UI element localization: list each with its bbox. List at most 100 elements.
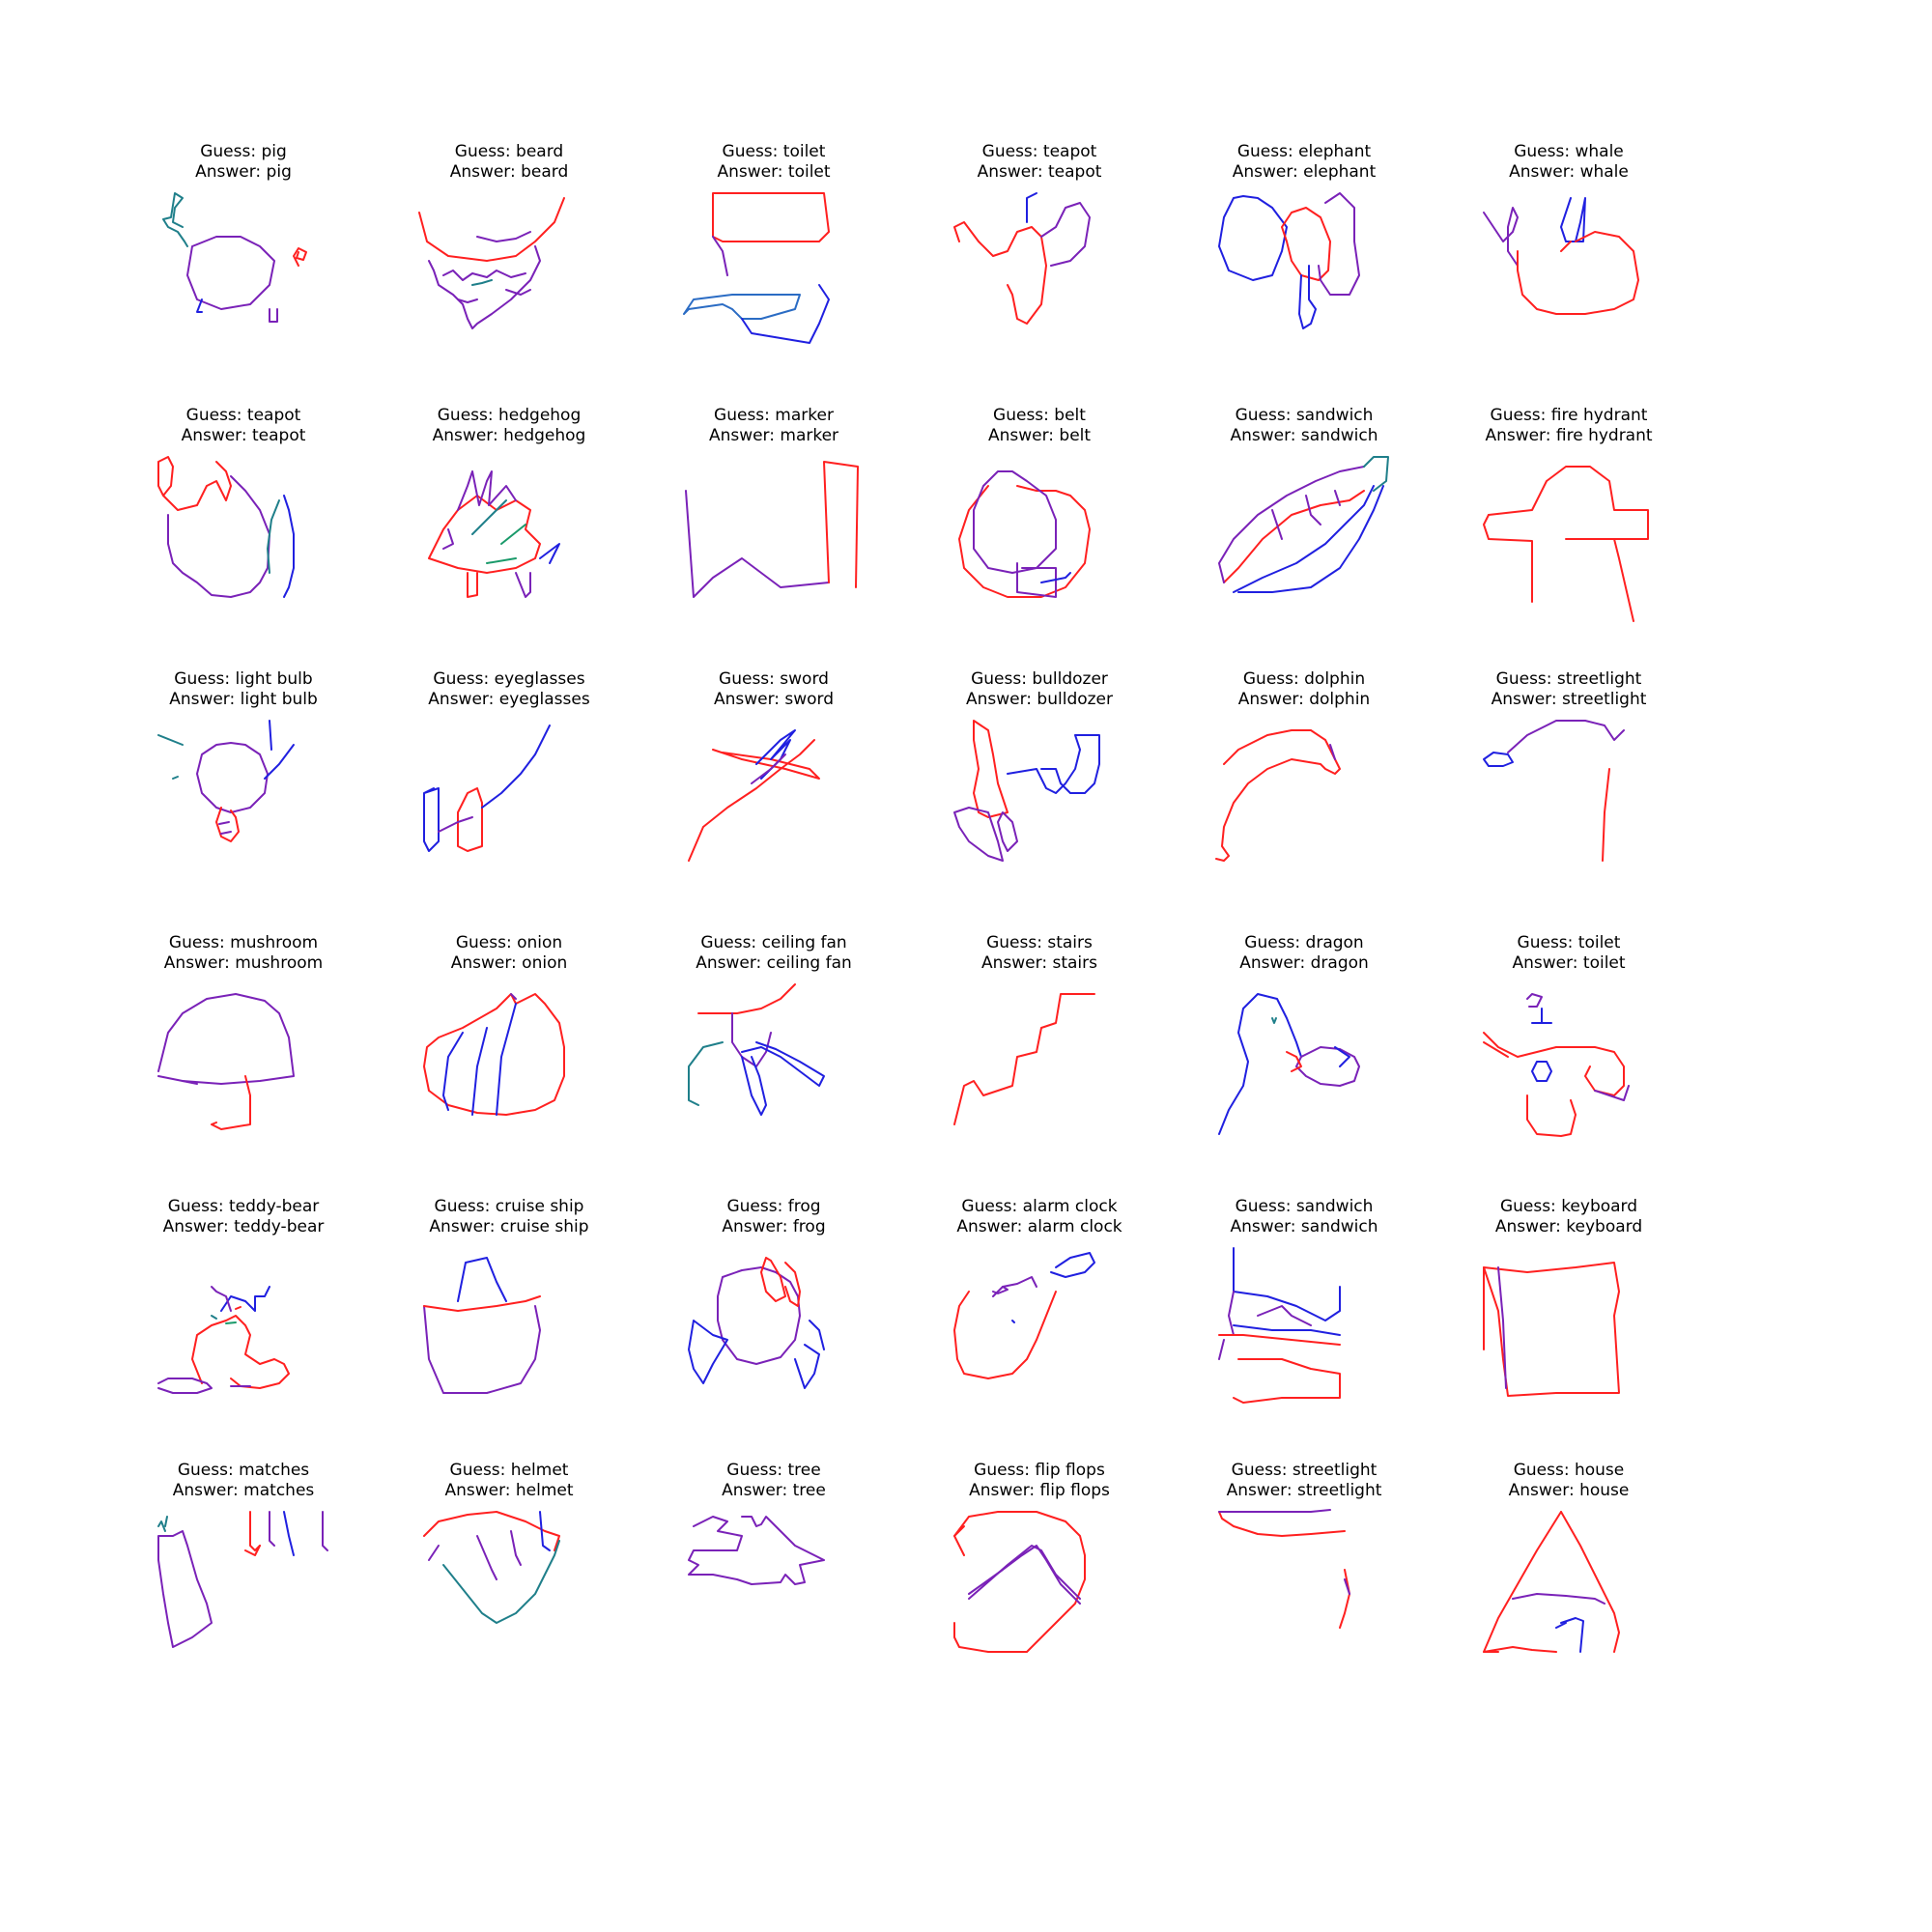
guess-label: Guess: whale — [1514, 142, 1624, 161]
sketch-stroke — [1237, 485, 1384, 593]
sketch-stroke — [211, 1315, 217, 1320]
doodle-drawing — [1218, 456, 1389, 593]
doodle-drawing — [688, 1257, 825, 1389]
sketch-caption: Guess: eyeglasses Answer: eyeglasses — [381, 669, 638, 710]
sketch-stroke — [235, 1306, 242, 1310]
sketch-caption: Guess: light bulb Answer: light bulb — [115, 669, 372, 710]
sketch-stroke — [1483, 207, 1519, 267]
sketch-stroke — [269, 308, 278, 323]
sketch-stroke — [211, 1286, 232, 1312]
sketch-stroke — [809, 1320, 825, 1350]
sketch-stroke — [476, 1535, 497, 1580]
guess-label: Guess: helmet — [449, 1461, 569, 1480]
sketch-stroke — [186, 236, 275, 310]
doodle-drawing — [1483, 720, 1625, 862]
sketch-stroke — [539, 543, 560, 564]
sketch-stroke — [953, 1291, 1057, 1379]
doodle-drawing — [157, 456, 295, 598]
sketch-stroke — [457, 470, 517, 511]
sketch-caption: Guess: cruise ship Answer: cruise ship — [381, 1197, 638, 1237]
sketch-stroke — [1483, 752, 1514, 767]
answer-label: Answer: dolphin — [1237, 690, 1371, 709]
sketch-stroke — [505, 289, 531, 296]
guess-label: Guess: sword — [719, 669, 829, 689]
sketch-stroke — [167, 475, 270, 598]
sketch-stroke — [442, 528, 454, 550]
doodle-drawing — [428, 470, 560, 598]
sketch-stroke — [157, 1520, 166, 1532]
sketch-stroke — [712, 192, 830, 242]
answer-label: Answer: matches — [172, 1481, 315, 1500]
sketch-caption: Guess: onion Answer: onion — [381, 933, 638, 974]
sketch-stroke — [1339, 1569, 1350, 1629]
doodle-drawing — [157, 993, 295, 1130]
sketch-stroke — [712, 236, 728, 276]
sketch-stroke — [225, 1321, 237, 1324]
guess-label: Guess: toilet — [1517, 933, 1621, 952]
sketch-stroke — [1218, 1334, 1341, 1346]
sketch-stroke — [1040, 572, 1071, 583]
doodle-drawing — [423, 1511, 560, 1624]
sketch-stroke — [741, 284, 830, 344]
sketch-stroke — [1281, 207, 1331, 281]
sketch-caption: Guess: keyboard Answer: keyboard — [1440, 1197, 1697, 1237]
sketch-stroke — [164, 1516, 168, 1527]
sketch-stroke — [1483, 1032, 1625, 1096]
sketch-stroke — [471, 499, 507, 535]
sketch-stroke — [992, 1286, 1009, 1294]
sketch-stroke — [1218, 1339, 1225, 1360]
doodle-drawing — [953, 1511, 1086, 1653]
guess-label: Guess: pig — [200, 142, 287, 161]
sketch-stroke — [1257, 1305, 1312, 1326]
guess-label: Guess: frog — [726, 1197, 821, 1216]
sketch-stroke — [157, 993, 295, 1085]
sketch-stroke — [953, 1511, 1086, 1653]
sketch-caption: Guess: bulldozer Answer: bulldozer — [911, 669, 1168, 710]
sketch-stroke — [1011, 1320, 1015, 1323]
guess-label: Guess: matches — [177, 1461, 310, 1480]
sketch-stroke — [244, 1545, 261, 1556]
sketch-stroke — [215, 807, 240, 842]
sketch-stroke — [1517, 231, 1639, 315]
guess-label: Guess: streetlight — [1231, 1461, 1378, 1480]
doodle-drawing — [157, 720, 295, 842]
sketch-stroke — [1007, 734, 1100, 794]
sketch-caption: Guess: mushroom Answer: mushroom — [115, 933, 372, 974]
answer-label: Answer: light bulb — [169, 690, 318, 709]
sketch-stroke — [688, 1320, 728, 1384]
sketch-stroke — [1050, 1252, 1095, 1278]
sketch-caption: Guess: tree Answer: tree — [645, 1461, 902, 1501]
doodle-drawing — [688, 1516, 825, 1585]
doodle-drawing — [1483, 466, 1649, 622]
answer-label: Answer: eyeglasses — [428, 690, 590, 709]
sketch-stroke — [1228, 1291, 1235, 1336]
sketch-caption: Guess: sandwich Answer: sandwich — [1176, 406, 1433, 446]
doodle-drawing — [1218, 192, 1360, 329]
sketch-stroke — [1218, 1511, 1346, 1537]
sketch-caption: Guess: elephant Answer: elephant — [1176, 142, 1433, 183]
sketch-stroke — [457, 787, 483, 852]
sketch-caption: Guess: toilet Answer: toilet — [645, 142, 902, 183]
sketch-caption: Guess: fire hydrant Answer: fire hydrant — [1440, 406, 1697, 446]
sketch-stroke — [267, 499, 280, 574]
sketch-stroke — [1531, 1008, 1552, 1024]
guess-label: Guess: bulldozer — [971, 669, 1108, 689]
sketch-stroke — [471, 279, 493, 286]
sketch-stroke — [731, 1012, 772, 1067]
doodle-drawing — [423, 1257, 541, 1394]
sketch-stroke — [1218, 993, 1302, 1135]
sketch-stroke — [997, 811, 1018, 852]
sketch-stroke — [751, 753, 786, 784]
sketch-caption: Guess: toilet Answer: toilet — [1440, 933, 1697, 974]
sketch-stroke — [496, 1003, 517, 1116]
doodle-drawing — [157, 1511, 328, 1648]
sketch-stroke — [220, 831, 232, 835]
sketch-stroke — [476, 231, 531, 242]
sketch-stroke — [1526, 1094, 1577, 1137]
guess-label: Guess: streetlight — [1495, 669, 1642, 689]
sketch-stroke — [1298, 265, 1317, 329]
sketch-stroke — [688, 739, 815, 862]
sketch-stroke — [968, 1545, 1081, 1605]
sketch-caption: Guess: dolphin Answer: dolphin — [1176, 669, 1433, 710]
answer-label: Answer: fire hydrant — [1485, 426, 1653, 445]
